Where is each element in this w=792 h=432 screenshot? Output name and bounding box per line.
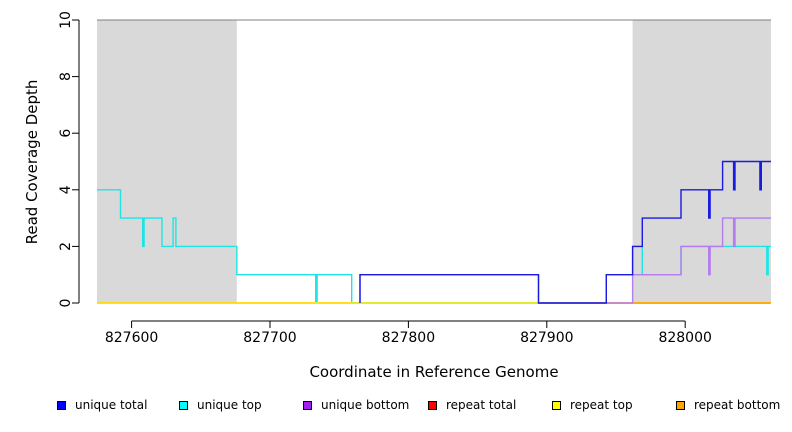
x-axis-label: Coordinate in Reference Genome xyxy=(309,363,558,381)
y-tick-label: 10 xyxy=(58,11,74,29)
y-tick-label: 8 xyxy=(58,72,74,81)
y-tick-label: 6 xyxy=(58,129,74,138)
shaded-regions xyxy=(97,20,771,303)
legend: unique total unique top unique bottom repea… xyxy=(0,398,792,420)
legend-label: unique total xyxy=(75,398,148,412)
x-tick-label: 827700 xyxy=(243,330,296,346)
y-axis-label: Read Coverage Depth xyxy=(23,80,41,245)
legend-label: repeat top xyxy=(570,398,633,412)
legend-label: repeat bottom xyxy=(694,398,781,412)
x-tick-label: 827800 xyxy=(382,330,435,346)
legend-swatch xyxy=(552,400,561,410)
legend-swatch xyxy=(676,400,685,410)
legend-swatch xyxy=(428,400,437,410)
shaded-region-0 xyxy=(97,20,237,303)
legend-swatch xyxy=(179,400,188,410)
legend-item-unique-bottom: unique bottom xyxy=(303,398,409,412)
axes: 827600 827700 827800 827900 828000 0 2 4 6 8 10 xyxy=(58,11,712,346)
legend-item-unique-top: unique top xyxy=(179,398,262,412)
series-layer xyxy=(97,160,771,304)
legend-swatch xyxy=(57,400,66,410)
x-tick-label: 827600 xyxy=(105,330,158,346)
x-tick-label: 827900 xyxy=(520,330,573,346)
y-tick-label: 2 xyxy=(58,242,74,251)
series-unique-total xyxy=(359,160,771,304)
legend-item-repeat-total: repeat total xyxy=(428,398,516,412)
legend-item-unique-total: unique total xyxy=(57,398,147,412)
legend-item-repeat-top: repeat top xyxy=(552,398,633,412)
y-tick-label: 0 xyxy=(58,299,74,308)
legend-label: unique top xyxy=(197,398,262,412)
legend-item-repeat-bottom: repeat bottom xyxy=(676,398,780,412)
y-tick-label: 4 xyxy=(58,185,74,194)
x-tick-label: 828000 xyxy=(658,330,711,346)
legend-label: unique bottom xyxy=(321,398,410,412)
legend-swatch xyxy=(303,400,312,410)
legend-label: repeat total xyxy=(446,398,517,412)
